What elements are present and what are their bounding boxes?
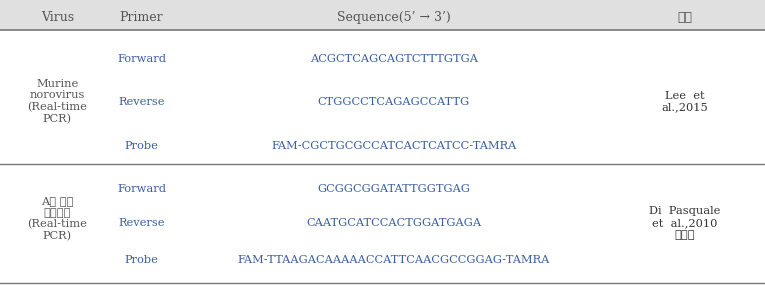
Text: Reverse: Reverse xyxy=(119,97,164,106)
Text: Sequence(5’ → 3’): Sequence(5’ → 3’) xyxy=(337,11,451,24)
Text: Reverse: Reverse xyxy=(119,218,164,228)
Bar xyxy=(0,0,765,30)
Text: Forward: Forward xyxy=(117,184,166,194)
Text: Probe: Probe xyxy=(125,141,158,151)
Text: Di  Pasquale
et  al.,2010
식약청: Di Pasquale et al.,2010 식약청 xyxy=(649,206,721,240)
Text: Probe: Probe xyxy=(125,255,158,265)
Text: A형 간염
바이러스
(Real-time
PCR): A형 간염 바이러스 (Real-time PCR) xyxy=(28,196,87,242)
Text: FAM-TTAAGACAAAAACCATTCAACGCCGGAG-TAMRA: FAM-TTAAGACAAAAACCATTCAACGCCGGAG-TAMRA xyxy=(238,255,550,265)
Text: CTGGCCTCAGAGCCATTG: CTGGCCTCAGAGCCATTG xyxy=(317,97,470,106)
Text: Lee  et
al.,2015: Lee et al.,2015 xyxy=(661,91,708,112)
Text: 출처: 출처 xyxy=(677,11,692,24)
Text: ACGCTCAGCAGTCTTTGTGA: ACGCTCAGCAGTCTTTGTGA xyxy=(310,54,478,63)
Text: GCGGCGGATATTGGTGAG: GCGGCGGATATTGGTGAG xyxy=(317,184,470,194)
Text: Primer: Primer xyxy=(119,11,164,24)
Text: Murine
norovirus
(Real-time
PCR): Murine norovirus (Real-time PCR) xyxy=(28,79,87,124)
Text: CAATGCATCCACTGGATGAGA: CAATGCATCCACTGGATGAGA xyxy=(307,218,481,228)
Text: Forward: Forward xyxy=(117,54,166,63)
Text: Virus: Virus xyxy=(41,11,74,24)
Text: FAM-CGCTGCGCCATCACTCATCC-TAMRA: FAM-CGCTGCGCCATCACTCATCC-TAMRA xyxy=(272,141,516,151)
